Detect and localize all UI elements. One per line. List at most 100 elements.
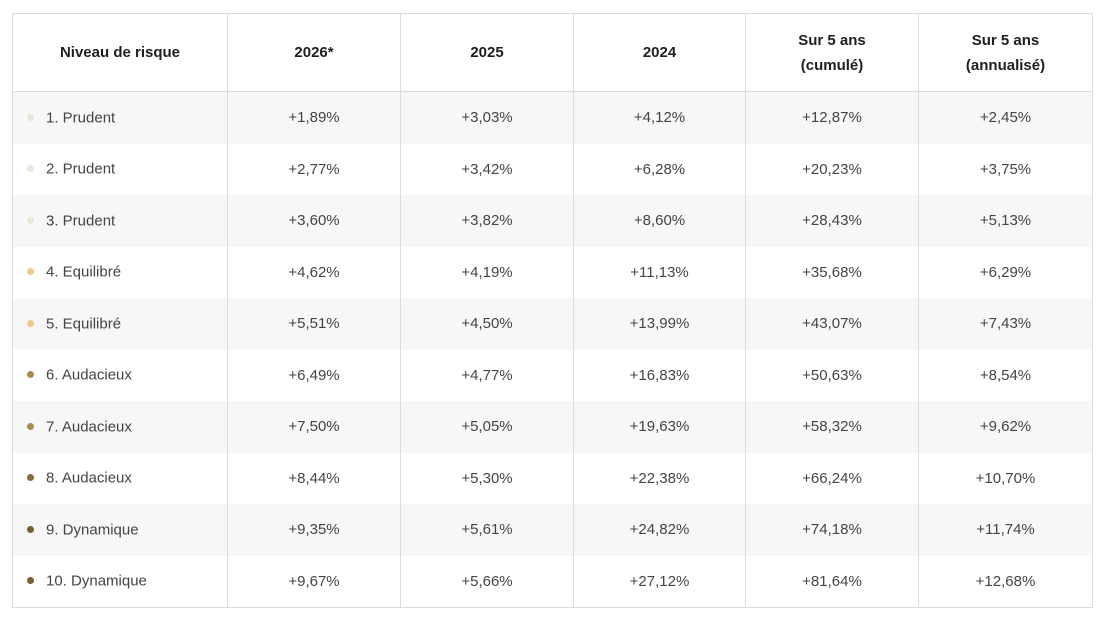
performance-table-container: Niveau de risque 2026* 2025 2024 Sur 5 ans (c…: [12, 13, 1093, 608]
header-row: Niveau de risque 2026* 2025 2024 Sur 5 ans (c…: [12, 13, 1093, 92]
table-row: 1. Prudent +1,89% +3,03% +4,12% +12,87% +2,45…: [12, 91, 1093, 144]
table-row: 4. Equilibré +4,62% +4,19% +11,13% +35,68% +6…: [12, 246, 1093, 298]
risk-level-label: 9. Dynamique: [46, 521, 139, 539]
column-header-text: 2026*: [294, 44, 334, 61]
performance-value-cell: +7,43%: [918, 298, 1093, 350]
performance-value-cell: +4,19%: [400, 246, 574, 298]
risk-level-cell: 3. Prudent: [12, 195, 228, 247]
risk-level-label: 5. Equilibré: [46, 315, 122, 333]
performance-value-cell: +3,42%: [400, 143, 574, 195]
risk-dot-icon: [27, 216, 34, 224]
performance-value-cell: +43,07%: [745, 298, 919, 350]
performance-value-cell: +8,60%: [573, 195, 746, 247]
performance-value-cell: +6,29%: [918, 246, 1093, 298]
table-row: 8. Audacieux +8,44% +5,30% +22,38% +66,24% +1…: [12, 452, 1093, 504]
table-header: Niveau de risque 2026* 2025 2024 Sur 5 ans (c…: [12, 13, 1093, 92]
performance-value-cell: +4,12%: [573, 91, 746, 144]
performance-value-cell: +5,05%: [400, 401, 574, 453]
performance-value-cell: +12,68%: [918, 555, 1093, 608]
performance-value-cell: +66,24%: [745, 452, 919, 504]
performance-value-cell: +9,67%: [227, 555, 401, 608]
header-5y-cumulative: Sur 5 ans (cumulé): [745, 13, 919, 92]
risk-dot-icon: [27, 319, 34, 327]
risk-level-cell: 5. Equilibré: [12, 298, 228, 350]
table-row: 10. Dynamique +9,67% +5,66% +27,12% +81,64% +…: [12, 555, 1093, 608]
risk-dot-icon: [27, 165, 34, 173]
risk-dot-icon: [27, 268, 34, 276]
column-header-text: (annualisé): [965, 56, 1046, 74]
risk-level-label: 6. Audacieux: [46, 367, 132, 385]
risk-dot-icon: [27, 371, 34, 379]
performance-value-cell: +3,75%: [918, 143, 1093, 195]
risk-level-label: 1. Prudent: [46, 109, 116, 127]
risk-level-cell: 9. Dynamique: [12, 504, 228, 556]
risk-dot-icon: [27, 113, 34, 121]
table-row: 6. Audacieux +6,49% +4,77% +16,83% +50,63% +8…: [12, 349, 1093, 401]
column-header-text: (cumulé): [800, 56, 864, 74]
column-header-text: 2025: [470, 44, 504, 61]
table-row: 5. Equilibré +5,51% +4,50% +13,99% +43,07% +7…: [12, 298, 1093, 350]
performance-value-cell: +4,50%: [400, 298, 574, 350]
performance-value-cell: +8,54%: [918, 349, 1093, 401]
table-row: 7. Audacieux +7,50% +5,05% +19,63% +58,32% +9…: [12, 401, 1093, 453]
performance-value-cell: +50,63%: [745, 349, 919, 401]
performance-value-cell: +5,66%: [400, 555, 574, 608]
risk-level-cell: 6. Audacieux: [12, 349, 228, 401]
performance-value-cell: +6,28%: [573, 143, 746, 195]
header-2026: 2026*: [227, 13, 401, 92]
performance-value-cell: +8,44%: [227, 452, 401, 504]
header-2025: 2025: [400, 13, 574, 92]
performance-value-cell: +58,32%: [745, 401, 919, 453]
performance-value-cell: +2,45%: [918, 91, 1093, 144]
performance-value-cell: +27,12%: [573, 555, 746, 608]
table-body: 1. Prudent +1,89% +3,03% +4,12% +12,87% +2,45…: [12, 91, 1093, 608]
risk-level-cell: 8. Audacieux: [12, 452, 228, 504]
table-row: 2. Prudent +2,77% +3,42% +6,28% +20,23% +3,75…: [12, 143, 1093, 195]
table-row: 9. Dynamique +9,35% +5,61% +24,82% +74,18% +1…: [12, 504, 1093, 556]
performance-value-cell: +22,38%: [573, 452, 746, 504]
risk-dot-icon: [27, 525, 34, 533]
risk-level-cell: 4. Equilibré: [12, 246, 228, 298]
risk-dot-icon: [27, 474, 34, 482]
performance-value-cell: +20,23%: [745, 143, 919, 195]
risk-dot-icon: [27, 422, 34, 430]
performance-value-cell: +3,03%: [400, 91, 574, 144]
performance-value-cell: +12,87%: [745, 91, 919, 144]
performance-value-cell: +24,82%: [573, 504, 746, 556]
risk-dot-icon: [27, 577, 34, 585]
performance-value-cell: +5,13%: [918, 195, 1093, 247]
risk-level-label: 10. Dynamique: [46, 573, 147, 591]
risk-level-cell: 2. Prudent: [12, 143, 228, 195]
performance-value-cell: +9,35%: [227, 504, 401, 556]
performance-value-cell: +4,77%: [400, 349, 574, 401]
performance-value-cell: +5,30%: [400, 452, 574, 504]
performance-value-cell: +16,83%: [573, 349, 746, 401]
performance-value-cell: +3,82%: [400, 195, 574, 247]
performance-value-cell: +4,62%: [227, 246, 401, 298]
risk-level-label: 8. Audacieux: [46, 470, 132, 488]
table-row: 3. Prudent +3,60% +3,82% +8,60% +28,43% +5,13…: [12, 195, 1093, 247]
performance-table: Niveau de risque 2026* 2025 2024 Sur 5 ans (c…: [12, 13, 1093, 608]
risk-level-cell: 10. Dynamique: [12, 555, 228, 608]
performance-value-cell: +19,63%: [573, 401, 746, 453]
header-2024: 2024: [573, 13, 746, 92]
column-header-text: Niveau de risque: [59, 44, 181, 61]
performance-value-cell: +6,49%: [227, 349, 401, 401]
risk-level-label: 4. Equilibré: [46, 264, 122, 282]
performance-value-cell: +5,61%: [400, 504, 574, 556]
performance-value-cell: +9,62%: [918, 401, 1093, 453]
performance-value-cell: +10,70%: [918, 452, 1093, 504]
performance-value-cell: +3,60%: [227, 195, 401, 247]
column-header-text: Sur 5 ans: [971, 31, 1040, 49]
performance-value-cell: +7,50%: [227, 401, 401, 453]
performance-value-cell: +2,77%: [227, 143, 401, 195]
risk-level-label: 2. Prudent: [46, 161, 116, 179]
performance-value-cell: +13,99%: [573, 298, 746, 350]
column-header-text: 2024: [642, 44, 677, 61]
performance-value-cell: +5,51%: [227, 298, 401, 350]
header-risk-level: Niveau de risque: [12, 13, 228, 92]
risk-level-label: 7. Audacieux: [46, 418, 132, 436]
header-5y-annualized: Sur 5 ans (annualisé): [918, 13, 1093, 92]
risk-level-cell: 7. Audacieux: [12, 401, 228, 453]
column-header-text: Sur 5 ans: [798, 31, 866, 49]
